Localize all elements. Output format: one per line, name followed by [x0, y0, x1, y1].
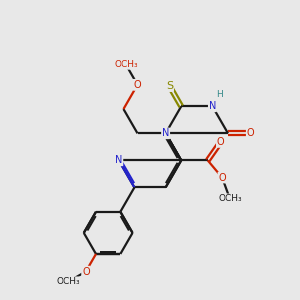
- Text: H: H: [216, 90, 223, 99]
- Text: O: O: [134, 80, 141, 90]
- Text: S: S: [166, 81, 173, 91]
- Text: N: N: [209, 101, 216, 111]
- Text: O: O: [134, 80, 141, 90]
- Text: N: N: [162, 128, 169, 138]
- Text: O: O: [82, 266, 90, 277]
- Text: O: O: [217, 137, 224, 147]
- Text: OCH₃: OCH₃: [218, 194, 242, 203]
- Text: OCH₃: OCH₃: [114, 60, 138, 69]
- Text: N: N: [115, 155, 122, 165]
- Text: O: O: [218, 172, 226, 183]
- Text: OCH₃: OCH₃: [56, 277, 80, 286]
- Text: O: O: [247, 128, 254, 138]
